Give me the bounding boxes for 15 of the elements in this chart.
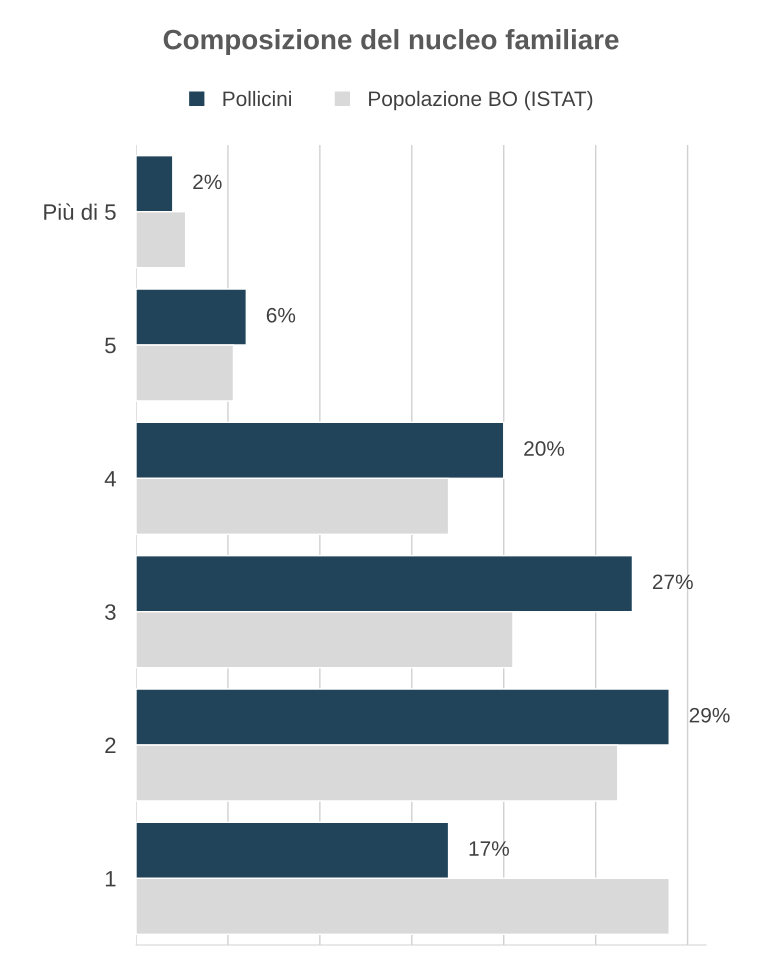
y-tick-label: 2 xyxy=(105,738,116,754)
y-tick-label: 1 xyxy=(106,871,116,886)
legend-label: Popolazione BO (ISTAT) xyxy=(369,90,592,110)
legend-label: Pollicini xyxy=(223,90,291,106)
chart-title: Composizione del nucleo familiare xyxy=(164,29,619,55)
y-tick-label: 3 xyxy=(105,604,116,620)
data-label: 2% xyxy=(193,174,222,190)
data-label: 27% xyxy=(652,574,693,590)
y-tick-label: 4 xyxy=(104,471,116,486)
data-label: 6% xyxy=(266,308,296,323)
y-tick-label: 5 xyxy=(105,338,116,354)
data-label: 17% xyxy=(470,841,509,856)
data-label: 29% xyxy=(690,708,730,723)
y-tick-label: Più di 5 xyxy=(44,203,116,220)
data-label: 20% xyxy=(524,441,564,456)
